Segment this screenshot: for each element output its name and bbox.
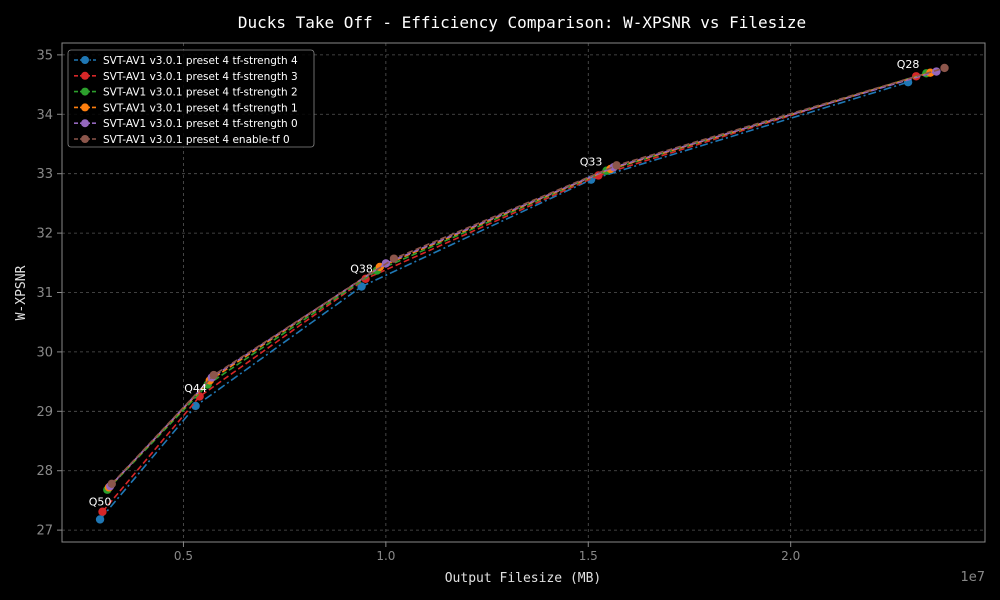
legend-label: SVT-AV1 v3.0.1 preset 4 tf-strength 4 (103, 55, 298, 67)
legend-marker (81, 103, 89, 112)
data-point (940, 63, 949, 73)
legend-marker (81, 56, 89, 64)
legend-label: SVT-AV1 v3.0.1 preset 4 tf-strength 3 (103, 71, 298, 83)
legend-label: SVT-AV1 v3.0.1 preset 4 tf-strength 0 (103, 118, 298, 130)
legend-marker (81, 87, 89, 96)
annotation-label: Q44 (184, 382, 207, 395)
y-tick-label: 32 (36, 227, 53, 242)
y-tick-label: 34 (36, 108, 53, 123)
annotation-label: Q50 (89, 495, 112, 508)
series-0 (95, 78, 913, 524)
annotations: Q50 Q44 Q38 Q33 Q28 (89, 58, 920, 508)
data-series (95, 63, 949, 524)
y-tick-label: 33 (36, 167, 53, 182)
legend-label: SVT-AV1 v3.0.1 preset 4 enable-tf 0 (103, 134, 290, 146)
legend-entry: SVT-AV1 v3.0.1 preset 4 enable-tf 0 (74, 134, 290, 146)
axis-ticks: 0.5 1.0 1.5 2.0 27 28 29 30 31 32 33 34 35 (36, 48, 800, 563)
data-point (932, 67, 941, 76)
y-tick-label: 27 (36, 524, 53, 539)
data-point (357, 282, 366, 291)
legend-entry: SVT-AV1 v3.0.1 preset 4 tf-strength 4 (74, 55, 298, 67)
data-point (95, 515, 105, 524)
x-tick-label: 1.0 (376, 549, 395, 563)
legend-marker (81, 119, 89, 128)
y-tick-label: 28 (36, 464, 53, 479)
legend: SVT-AV1 v3.0.1 preset 4 tf-strength 4 SVT… (67, 49, 315, 148)
legend-label: SVT-AV1 v3.0.1 preset 4 tf-strength 2 (103, 87, 298, 99)
series-5 (107, 63, 949, 488)
x-axis-offset-label: 1e7 (960, 570, 985, 585)
legend-entry: SVT-AV1 v3.0.1 preset 4 tf-strength 1 (74, 102, 298, 114)
legend-marker (81, 71, 89, 80)
legend-entry: SVT-AV1 v3.0.1 preset 4 tf-strength 2 (74, 87, 298, 99)
legend-entry: SVT-AV1 v3.0.1 preset 4 tf-strength 0 (74, 118, 298, 130)
y-tick-label: 31 (36, 286, 53, 301)
legend-label: SVT-AV1 v3.0.1 preset 4 tf-strength 1 (103, 102, 298, 114)
data-point (389, 254, 399, 263)
annotation-label: Q38 (350, 263, 373, 276)
legend-box (67, 49, 315, 148)
data-point (209, 370, 219, 380)
y-tick-label: 30 (36, 345, 53, 360)
data-point (612, 161, 621, 170)
y-tick-label: 29 (36, 405, 53, 420)
legend-entry: SVT-AV1 v3.0.1 preset 4 tf-strength 3 (74, 71, 298, 83)
x-tick-label: 0.5 (174, 549, 193, 563)
annotation-label: Q33 (580, 156, 603, 169)
x-axis-label: Output Filesize (MB) (445, 571, 602, 586)
chart-title: Ducks Take Off - Efficiency Comparison: … (238, 13, 806, 32)
y-tick-label: 35 (36, 48, 53, 63)
x-tick-label: 1.5 (579, 549, 598, 563)
y-axis-label: W-XPSNR (14, 265, 29, 320)
x-tick-label: 2.0 (781, 549, 800, 563)
data-point (191, 401, 200, 411)
grid (62, 43, 985, 542)
annotation-label: Q28 (897, 58, 920, 71)
data-point (107, 479, 116, 488)
data-point (98, 507, 107, 516)
legend-marker (81, 135, 89, 143)
